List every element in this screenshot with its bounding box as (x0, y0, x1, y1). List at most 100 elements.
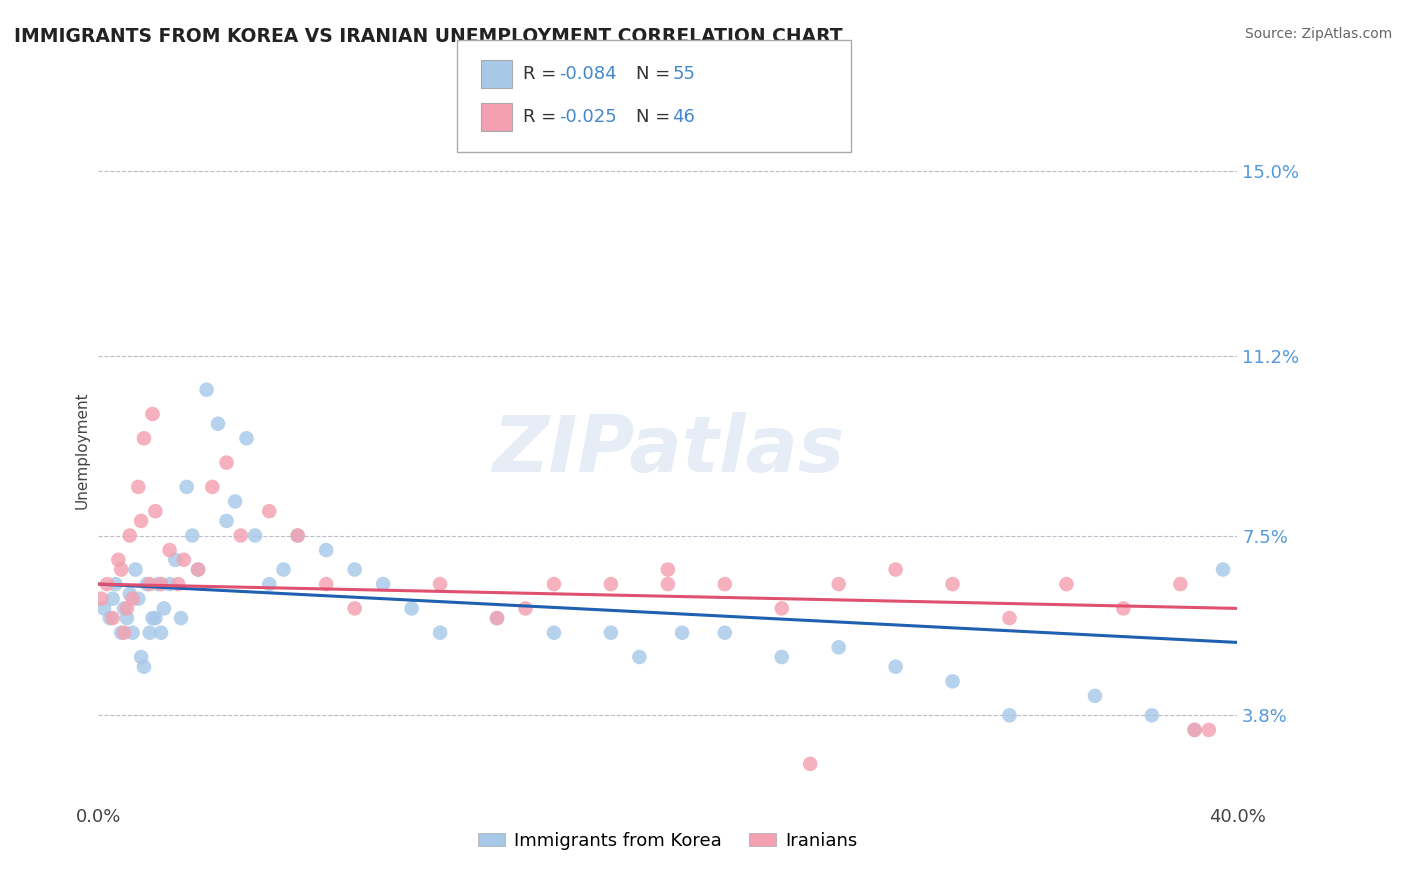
Point (1170, 577, 1192, 591)
Point (187, 562, 209, 576)
Point (1112, 601, 1135, 615)
Point (195, 383, 218, 397)
Point (770, 650, 793, 665)
Text: N =: N = (636, 108, 675, 126)
Text: -0.084: -0.084 (560, 65, 617, 83)
Point (259, 577, 281, 591)
Point (215, 514, 238, 528)
Point (107, 553, 129, 567)
Point (215, 456, 238, 470)
Point (998, 708, 1021, 723)
Point (1212, 562, 1234, 576)
Point (287, 528, 309, 542)
Point (93, 601, 115, 615)
Point (145, 504, 167, 518)
Text: ZIPatlas: ZIPatlas (492, 412, 844, 489)
Point (315, 577, 337, 591)
Point (124, 562, 146, 576)
Point (486, 611, 509, 625)
Point (127, 480, 149, 494)
Point (287, 528, 309, 542)
Point (315, 543, 337, 558)
Point (657, 577, 679, 591)
Point (112, 601, 135, 615)
Point (148, 577, 170, 591)
Point (159, 543, 181, 558)
Point (98, 611, 121, 625)
Point (486, 611, 509, 625)
Point (101, 591, 124, 606)
Point (145, 611, 167, 625)
Point (371, 577, 394, 591)
Point (104, 577, 127, 591)
Point (429, 577, 451, 591)
Point (129, 514, 152, 528)
Point (181, 528, 204, 542)
Point (167, 577, 190, 591)
Point (127, 591, 149, 606)
Point (132, 431, 155, 445)
Point (1056, 577, 1078, 591)
Point (235, 431, 257, 445)
Point (110, 625, 132, 640)
Point (138, 577, 160, 591)
Point (1198, 723, 1220, 737)
Point (1084, 689, 1107, 703)
Point (600, 625, 623, 640)
Point (159, 577, 181, 591)
Point (229, 528, 252, 542)
Point (173, 553, 195, 567)
Point (671, 625, 693, 640)
Point (150, 577, 173, 591)
Point (135, 577, 157, 591)
Point (343, 562, 366, 576)
Point (628, 650, 651, 665)
Point (515, 601, 537, 615)
Point (998, 611, 1021, 625)
Point (543, 625, 565, 640)
Point (543, 577, 565, 591)
Point (224, 494, 246, 508)
Point (115, 611, 138, 625)
Point (201, 480, 224, 494)
Point (600, 577, 623, 591)
Point (657, 562, 679, 576)
Point (207, 417, 229, 431)
Point (1184, 723, 1206, 737)
Text: 55: 55 (672, 65, 695, 83)
Point (884, 562, 907, 576)
Point (828, 640, 851, 655)
Point (165, 553, 187, 567)
Text: Source: ZipAtlas.com: Source: ZipAtlas.com (1244, 27, 1392, 41)
Point (273, 562, 295, 576)
Point (96, 577, 118, 591)
Point (401, 601, 423, 615)
Point (141, 407, 163, 421)
Point (942, 674, 965, 689)
Point (115, 601, 138, 615)
Point (714, 625, 737, 640)
Point (343, 601, 366, 615)
Point (153, 601, 176, 615)
Point (170, 611, 193, 625)
Point (799, 756, 821, 771)
Point (138, 625, 160, 640)
Point (118, 528, 141, 542)
Point (90, 591, 112, 606)
Text: R =: R = (523, 108, 562, 126)
Legend: Immigrants from Korea, Iranians: Immigrants from Korea, Iranians (471, 825, 865, 857)
Point (176, 480, 198, 494)
Point (112, 625, 135, 640)
Point (1140, 708, 1163, 723)
Point (121, 625, 143, 640)
Point (714, 577, 737, 591)
Point (141, 611, 163, 625)
Point (101, 611, 124, 625)
Point (150, 625, 173, 640)
Y-axis label: Unemployment: Unemployment (75, 392, 90, 509)
Point (187, 562, 209, 576)
Point (429, 625, 451, 640)
Point (1184, 723, 1206, 737)
Point (121, 591, 143, 606)
Text: R =: R = (523, 65, 562, 83)
